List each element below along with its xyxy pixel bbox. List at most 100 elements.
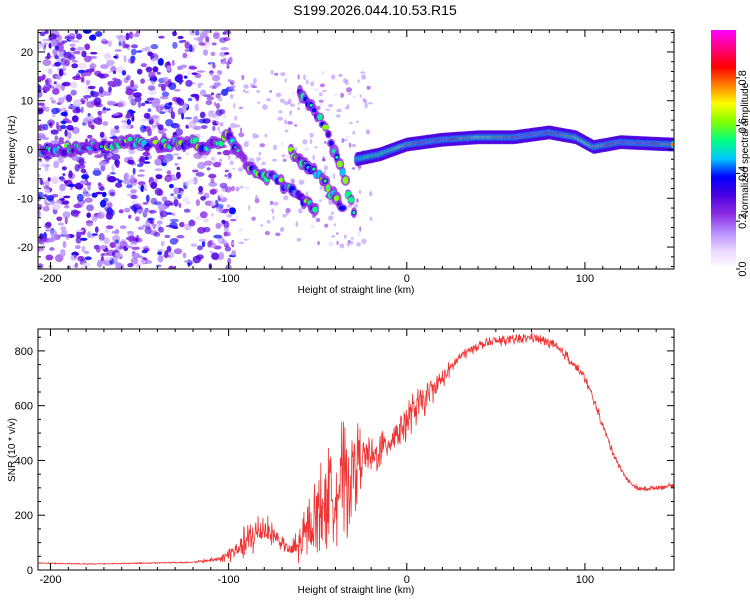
spectrogram-speckle	[254, 160, 260, 165]
spectrogram-speckle	[97, 182, 102, 187]
spectrogram-speckle	[316, 105, 321, 111]
spectrogram-blob	[328, 140, 334, 146]
spectrogram-speckle	[157, 203, 167, 211]
spectrogram-speckle	[174, 162, 179, 166]
spectrogram-speckle	[181, 112, 185, 120]
spectrogram-speckle	[315, 218, 321, 222]
colorbar-gradient	[711, 30, 736, 269]
spectrogram-speckle	[114, 228, 120, 235]
spectrogram-speckle	[211, 214, 214, 220]
x-tick-label: -200	[39, 273, 61, 285]
spectrogram-speckle	[289, 103, 295, 107]
spectrogram-speckle	[229, 85, 234, 90]
spectrogram-blob	[322, 124, 329, 130]
spectrogram-speckle	[67, 183, 76, 188]
spectrogram-speckle	[224, 174, 228, 178]
spectrogram-speckle	[227, 231, 231, 237]
spectrogram-x-label: Height of straight line (km)	[298, 285, 415, 296]
spectrogram-speckle	[190, 93, 200, 98]
spectrogram-speckle	[114, 159, 119, 167]
spectrogram-blob	[311, 108, 317, 113]
spectrogram-speckle	[198, 191, 204, 195]
spectrogram-speckle	[173, 198, 179, 207]
spectrogram-speckle	[211, 42, 217, 46]
spectrogram-speckle	[210, 188, 218, 195]
spectrogram-speckle	[203, 226, 211, 233]
spectrogram-speckle	[136, 68, 143, 75]
spectrogram-speckle	[109, 101, 117, 105]
spectrogram-speckle	[179, 190, 184, 195]
spectrogram-speckle	[272, 144, 278, 151]
spectrogram-speckle	[55, 121, 60, 130]
spectrogram-speckle	[134, 95, 142, 103]
spectrogram-speckle	[57, 191, 64, 200]
spectrogram-speckle	[222, 240, 228, 245]
spectrogram-speckle	[50, 39, 58, 47]
spectrogram-speckle	[68, 33, 76, 37]
spectrogram-speckle	[323, 165, 328, 171]
spectrogram-speckle	[42, 123, 49, 131]
spectrogram-speckle	[148, 71, 156, 79]
spectrogram-speckle	[62, 211, 71, 219]
spectrogram-speckle	[125, 184, 133, 189]
spectrogram-speckle	[321, 70, 325, 75]
spectrogram-speckle	[305, 79, 309, 85]
spectrogram-speckle	[343, 234, 347, 239]
spectrogram-speckle	[166, 212, 173, 215]
spectrogram-speckle	[304, 146, 310, 152]
spectrogram-speckle	[121, 70, 127, 76]
spectrogram-speckle	[171, 212, 176, 217]
spectrogram-speckle	[336, 114, 341, 118]
spectrogram-speckle	[206, 96, 215, 101]
spectrogram-speckle	[60, 124, 67, 130]
spectrogram-speckle	[290, 178, 295, 184]
spectrogram-speckle	[114, 239, 120, 244]
spectrogram-speckle	[173, 187, 179, 195]
spectrogram-speckle	[154, 158, 162, 166]
spectrogram-speckle	[126, 74, 131, 81]
spectrogram-speckle	[233, 102, 236, 109]
spectrogram-speckle	[127, 159, 135, 165]
spectrogram-speckle	[147, 155, 153, 160]
spectrogram-speckle	[166, 170, 172, 175]
spectrogram-speckle	[229, 93, 234, 100]
spectrogram-speckle	[217, 96, 223, 102]
spectrogram-speckle	[218, 158, 223, 164]
spectrogram-speckle	[38, 90, 43, 98]
spectrogram-speckle	[226, 61, 230, 67]
spectrogram-speckle	[226, 214, 233, 218]
spectrogram-speckle	[141, 249, 148, 254]
spectrogram-speckle	[137, 226, 144, 230]
spectrogram-speckle	[131, 33, 136, 38]
spectrogram-speckle	[180, 64, 188, 69]
spectrogram-speckle	[275, 232, 281, 237]
spectrogram-speckle	[295, 221, 299, 228]
spectrogram-speckle	[214, 114, 220, 120]
spectrogram-speckle	[286, 154, 291, 160]
spectrogram-speckle	[222, 209, 228, 214]
spectrogram-ridge	[353, 125, 674, 167]
spectrogram-speckle	[168, 82, 177, 90]
spectrogram-speckle	[256, 157, 262, 161]
spectrogram-speckle	[137, 174, 145, 177]
spectrogram-speckle	[319, 102, 324, 106]
spectrogram-speckle	[171, 59, 175, 67]
snr-series-line	[38, 332, 674, 566]
spectrogram-speckle	[208, 173, 217, 179]
spectrogram-speckle	[62, 240, 67, 249]
spectrogram-blob	[218, 140, 225, 147]
spectrogram-speckle	[45, 202, 50, 206]
spectrogram-speckle	[224, 142, 229, 145]
spectrogram-speckle	[87, 134, 93, 139]
spectrogram-speckle	[238, 228, 244, 232]
spectrogram-speckle	[76, 230, 82, 239]
spectrogram-speckle	[175, 128, 184, 136]
spectrogram-speckle	[212, 86, 217, 89]
spectrogram-speckle	[39, 249, 45, 253]
spectrogram-speckle	[350, 237, 354, 240]
spectrogram-speckle	[305, 191, 309, 196]
spectrogram-speckle	[196, 70, 206, 73]
spectrogram-speckle	[212, 63, 216, 69]
spectrogram-speckle	[60, 200, 65, 205]
spectrogram-speckle	[303, 74, 306, 81]
